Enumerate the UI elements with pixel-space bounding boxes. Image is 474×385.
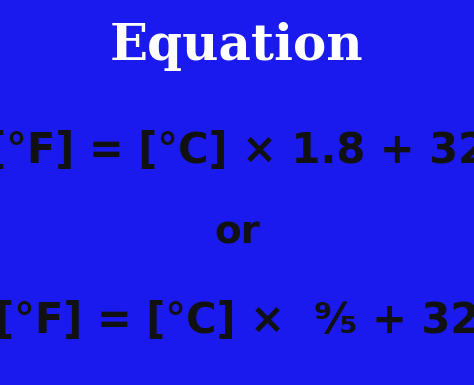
Text: [°F] = [°C] × 1.8 + 32: [°F] = [°C] × 1.8 + 32 xyxy=(0,130,474,172)
Text: [°F] = [°C] ×  ⁹⁄₅ + 32: [°F] = [°C] × ⁹⁄₅ + 32 xyxy=(0,300,474,342)
Text: Equation: Equation xyxy=(110,22,364,71)
Text: or: or xyxy=(214,214,260,252)
